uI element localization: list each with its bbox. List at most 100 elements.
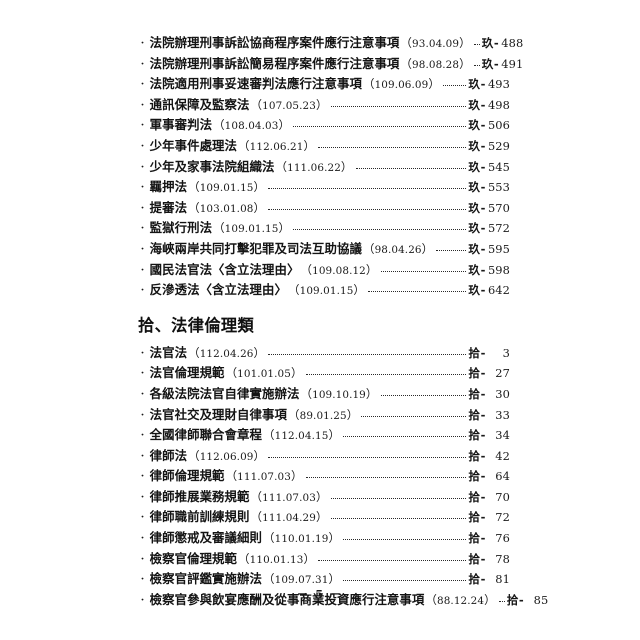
page-ref-volume: 拾 bbox=[468, 407, 481, 422]
bullet-icon: ・ bbox=[138, 513, 148, 524]
toc-entry[interactable]: ・各級法院法官自律實施辦法 （109.10.19） 拾 -30 bbox=[138, 385, 510, 406]
toc-entry[interactable]: ・檢察官倫理規範 （110.01.13） 拾 -78 bbox=[138, 550, 510, 571]
toc-entry[interactable]: ・全國律師聯合會章程 （112.04.15） 拾 -34 bbox=[138, 426, 510, 447]
page-ref-volume: 拾 bbox=[468, 510, 481, 525]
page-ref-dash: - bbox=[480, 138, 486, 153]
bullet-icon: ・ bbox=[138, 575, 148, 586]
dot-leader bbox=[318, 139, 467, 150]
toc-entry-date: （111.06.22） bbox=[275, 159, 354, 178]
toc-entry-title: 檢察官評鑑實施辦法 bbox=[149, 571, 263, 587]
date-close-paren: ） bbox=[253, 448, 266, 463]
toc-entry-title: 法院辦理刑事訴訟協商程序案件應行注意事項 bbox=[149, 35, 400, 50]
date-open-paren: （ bbox=[250, 97, 263, 112]
toc-entry[interactable]: ・法院辦理刑事訴訟協商程序案件應行注意事項 （93.04.09） 玖 -488 bbox=[138, 34, 523, 55]
dot-leader bbox=[268, 201, 467, 212]
toc-entry-date: （112.06.09） bbox=[187, 448, 266, 467]
toc-entry[interactable]: ・律師懲戒及審議細則 （110.01.19） 拾 -76 bbox=[138, 529, 510, 550]
page-ref-volume: 拾 bbox=[468, 489, 481, 504]
date-value: 93.04.09 bbox=[412, 38, 460, 50]
toc-entry-date: （109.01.15） bbox=[187, 179, 266, 198]
toc-entry[interactable]: ・國民法官法〈含立法理由〉 （109.08.12） 玖 -598 bbox=[138, 261, 510, 282]
toc-entry[interactable]: ・律師法 （112.06.09） 拾 -42 bbox=[138, 447, 510, 468]
date-close-paren: ） bbox=[459, 56, 471, 71]
toc-entry[interactable]: ・少年及家事法院組織法 （111.06.22） 玖 -545 bbox=[138, 158, 510, 179]
toc-entry-date: （111.07.03） bbox=[250, 489, 329, 508]
page-ref-dash: - bbox=[480, 221, 486, 236]
date-close-paren: ） bbox=[303, 551, 316, 566]
toc-entry-page-ref: 拾 -81 bbox=[468, 571, 510, 589]
date-open-paren: （ bbox=[400, 36, 413, 50]
toc-entry[interactable]: ・軍事審判法 （108.04.03） 玖 -506 bbox=[138, 116, 510, 137]
bullet-icon: ・ bbox=[138, 203, 148, 214]
dot-leader bbox=[355, 160, 467, 171]
toc-entry-page-ref: 玖 -545 bbox=[468, 159, 510, 177]
toc-entry-title: 少年及家事法院組織法 bbox=[149, 158, 275, 174]
toc-entry-page-ref: 拾 -64 bbox=[468, 468, 510, 486]
toc-entry[interactable]: ・法官社交及理財自律事項 （89.01.25） 拾 -33 bbox=[138, 406, 510, 427]
page-ref-number: 493 bbox=[487, 77, 510, 92]
toc-entry[interactable]: ・檢察官評鑑實施辦法 （109.07.31） 拾 -81 bbox=[138, 570, 510, 591]
date-close-paren: ） bbox=[278, 118, 291, 133]
page-ref-dash: - bbox=[480, 97, 486, 112]
toc-entry[interactable]: ・海峽兩岸共同打擊犯罪及司法互助協議 （98.04.26） 玖 -595 bbox=[138, 240, 510, 261]
page-ref-number: 81 bbox=[495, 572, 510, 587]
toc-entry-date: （107.05.23） bbox=[250, 97, 329, 116]
toc-entry[interactable]: ・通訊保障及監察法 （107.05.23） 玖 -498 bbox=[138, 96, 510, 117]
page-ref-volume: 玖 bbox=[468, 200, 481, 215]
toc-entry[interactable]: ・監獄行刑法 （109.01.15） 玖 -572 bbox=[138, 219, 510, 240]
date-value: 101.01.05 bbox=[237, 368, 291, 381]
date-close-paren: ） bbox=[328, 531, 341, 546]
toc-entry-page-ref: 玖 -642 bbox=[468, 282, 510, 300]
toc-section-list: ・法院辦理刑事訴訟協商程序案件應行注意事項 （93.04.09）玖 -488 ・法院辦… bbox=[138, 34, 523, 302]
toc-entry-page-ref: 玖 -598 bbox=[468, 262, 510, 280]
page-ref-volume: 玖 bbox=[468, 77, 481, 92]
date-value: 110.01.19 bbox=[274, 533, 329, 546]
date-value: 89.01.25 bbox=[299, 409, 347, 422]
toc-entry-page-ref: 拾 -70 bbox=[468, 489, 510, 507]
toc-entry-date: （101.01.05） bbox=[225, 365, 304, 384]
toc-entry[interactable]: ・法院適用刑事妥速審判法應行注意事項 （109.06.09） 玖 -493 bbox=[138, 75, 510, 96]
toc-entry-title: 監獄行刑法 bbox=[149, 220, 213, 236]
page-ref-dash: - bbox=[480, 448, 486, 463]
page-ref-number: 76 bbox=[495, 531, 510, 546]
page-ref-number: 42 bbox=[495, 448, 510, 463]
toc-entry-date: （112.04.15） bbox=[262, 427, 341, 446]
date-close-paren: ） bbox=[328, 572, 341, 587]
dot-leader bbox=[330, 98, 467, 109]
page-ref-volume: 拾 bbox=[468, 531, 481, 546]
toc-section-list: ・法官法 （112.04.26）拾 -3 ・法官倫理規範 （101.01.05）拾 -27… bbox=[138, 344, 548, 612]
toc-entry-page-ref: 拾 -30 bbox=[468, 386, 510, 404]
date-close-paren: ） bbox=[278, 221, 291, 236]
toc-entry-date: （89.01.25） bbox=[287, 407, 359, 426]
date-value: 111.06.22 bbox=[287, 161, 341, 174]
page-ref-volume: 玖 bbox=[468, 97, 481, 112]
date-open-paren: （ bbox=[250, 489, 263, 504]
toc-entry-date: （110.01.13） bbox=[237, 551, 316, 570]
toc-entry-title: 羈押法 bbox=[149, 179, 188, 195]
date-value: 109.01.15 bbox=[299, 285, 354, 298]
page-ref-number: 30 bbox=[495, 386, 510, 401]
date-value: 88.12.24 bbox=[437, 594, 485, 607]
toc-entry-page-ref: 拾 -34 bbox=[468, 427, 510, 445]
date-value: 110.01.13 bbox=[249, 553, 304, 566]
toc-entry[interactable]: ・少年事件處理法 （112.06.21） 玖 -529 bbox=[138, 137, 510, 158]
date-value: 109.10.19 bbox=[312, 388, 366, 401]
toc-entry[interactable]: ・法院辦理刑事訴訟簡易程序案件應行注意事項 （98.08.28） 玖 -491 bbox=[138, 55, 523, 76]
page-ref-volume: 玖 bbox=[468, 221, 481, 236]
date-value: 109.01.15 bbox=[224, 223, 279, 236]
toc-entry[interactable]: ・法官法 （112.04.26） 拾 - 3 bbox=[138, 344, 510, 365]
page-ref-number: 85 bbox=[533, 592, 549, 607]
date-open-paren: （ bbox=[425, 592, 438, 607]
toc-entry[interactable]: ・法官倫理規範 （101.01.05） 拾 -27 bbox=[138, 364, 510, 385]
date-open-paren: （ bbox=[263, 531, 275, 546]
toc-entry[interactable]: ・律師推展業務規範 （111.07.03） 拾 -70 bbox=[138, 488, 510, 509]
toc-entry[interactable]: ・提審法 （103.01.08） 玖 -570 bbox=[138, 199, 510, 220]
page-ref-dash: - bbox=[480, 489, 486, 504]
toc-entry[interactable]: ・反滲透法〈含立法理由〉 （109.01.15） 玖 -642 bbox=[138, 281, 510, 302]
page-ref-dash: - bbox=[518, 592, 524, 607]
toc-entry[interactable]: ・檢察官參與飲宴應酬及從事商業投資應行注意事項 （88.12.24） 拾 -85 bbox=[138, 591, 548, 612]
toc-entry[interactable]: ・羈押法 （109.01.15） 玖 -553 bbox=[138, 178, 510, 199]
toc-entry[interactable]: ・律師倫理規範 （111.07.03） 拾 -64 bbox=[138, 467, 510, 488]
toc-entry-title: 國民法官法〈含立法理由〉 bbox=[149, 261, 300, 277]
toc-entry[interactable]: ・律師職前訓練規則 （111.04.29） 拾 -72 bbox=[138, 508, 510, 529]
